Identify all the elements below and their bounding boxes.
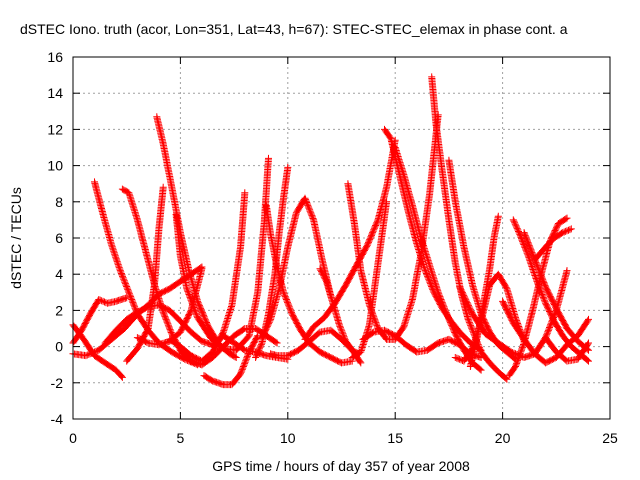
series-marks [258, 194, 335, 342]
series-marks [172, 154, 272, 354]
series-3 [91, 178, 202, 369]
x-tick-label: 5 [177, 430, 185, 446]
series-1 [69, 294, 131, 347]
y-tick-label: 14 [47, 85, 63, 101]
series-10 [172, 154, 272, 354]
series-marks [316, 265, 363, 358]
series-marks [466, 212, 502, 370]
series-6 [123, 183, 167, 365]
y-tick-label: 0 [55, 339, 63, 355]
series-marks [531, 225, 575, 264]
y-tick-label: 6 [55, 230, 63, 246]
x-tick-label: 15 [387, 430, 403, 446]
series-19 [316, 265, 363, 358]
y-axis-label: dSTEC / TECUs [8, 187, 24, 289]
x-axis-label: GPS time / hours of day 357 of year 2008 [212, 458, 470, 474]
axis-ticks: 0 5 10 15 20 25 -4 -2 0 2 4 6 8 10 12 14 16 [47, 49, 618, 446]
x-tick-label: 0 [69, 430, 77, 446]
series-marks [91, 178, 202, 369]
y-tick-label: -4 [51, 411, 64, 427]
series-28 [466, 212, 502, 370]
series-21 [348, 198, 391, 361]
series-marks [101, 301, 227, 351]
y-tick-label: 2 [55, 302, 63, 318]
x-tick-label: 25 [602, 430, 618, 446]
series-marks [348, 198, 391, 361]
series-31 [509, 216, 592, 365]
chart-title: dSTEC Iono. truth (acor, Lon=351, Lat=43… [20, 21, 568, 37]
y-tick-label: 4 [55, 266, 63, 282]
y-tick-label: 16 [47, 49, 63, 65]
series-marks [69, 294, 131, 347]
y-tick-label: -2 [51, 375, 64, 391]
series-24 [391, 144, 485, 374]
series-16 [258, 194, 335, 342]
x-tick-label: 20 [495, 430, 511, 446]
series-35 [542, 334, 592, 365]
series-marks [542, 334, 592, 365]
x-tick-label: 10 [280, 430, 296, 446]
series-marks [520, 229, 592, 354]
y-tick-label: 8 [55, 194, 63, 210]
y-tick-label: 12 [47, 121, 63, 137]
y-tick-label: 10 [47, 158, 63, 174]
data-markers [69, 73, 592, 389]
series-4 [101, 301, 227, 351]
series-34 [531, 225, 575, 264]
series-marks [391, 144, 485, 374]
series-33 [520, 229, 592, 354]
series-marks [509, 216, 592, 365]
series-marks [123, 183, 167, 365]
